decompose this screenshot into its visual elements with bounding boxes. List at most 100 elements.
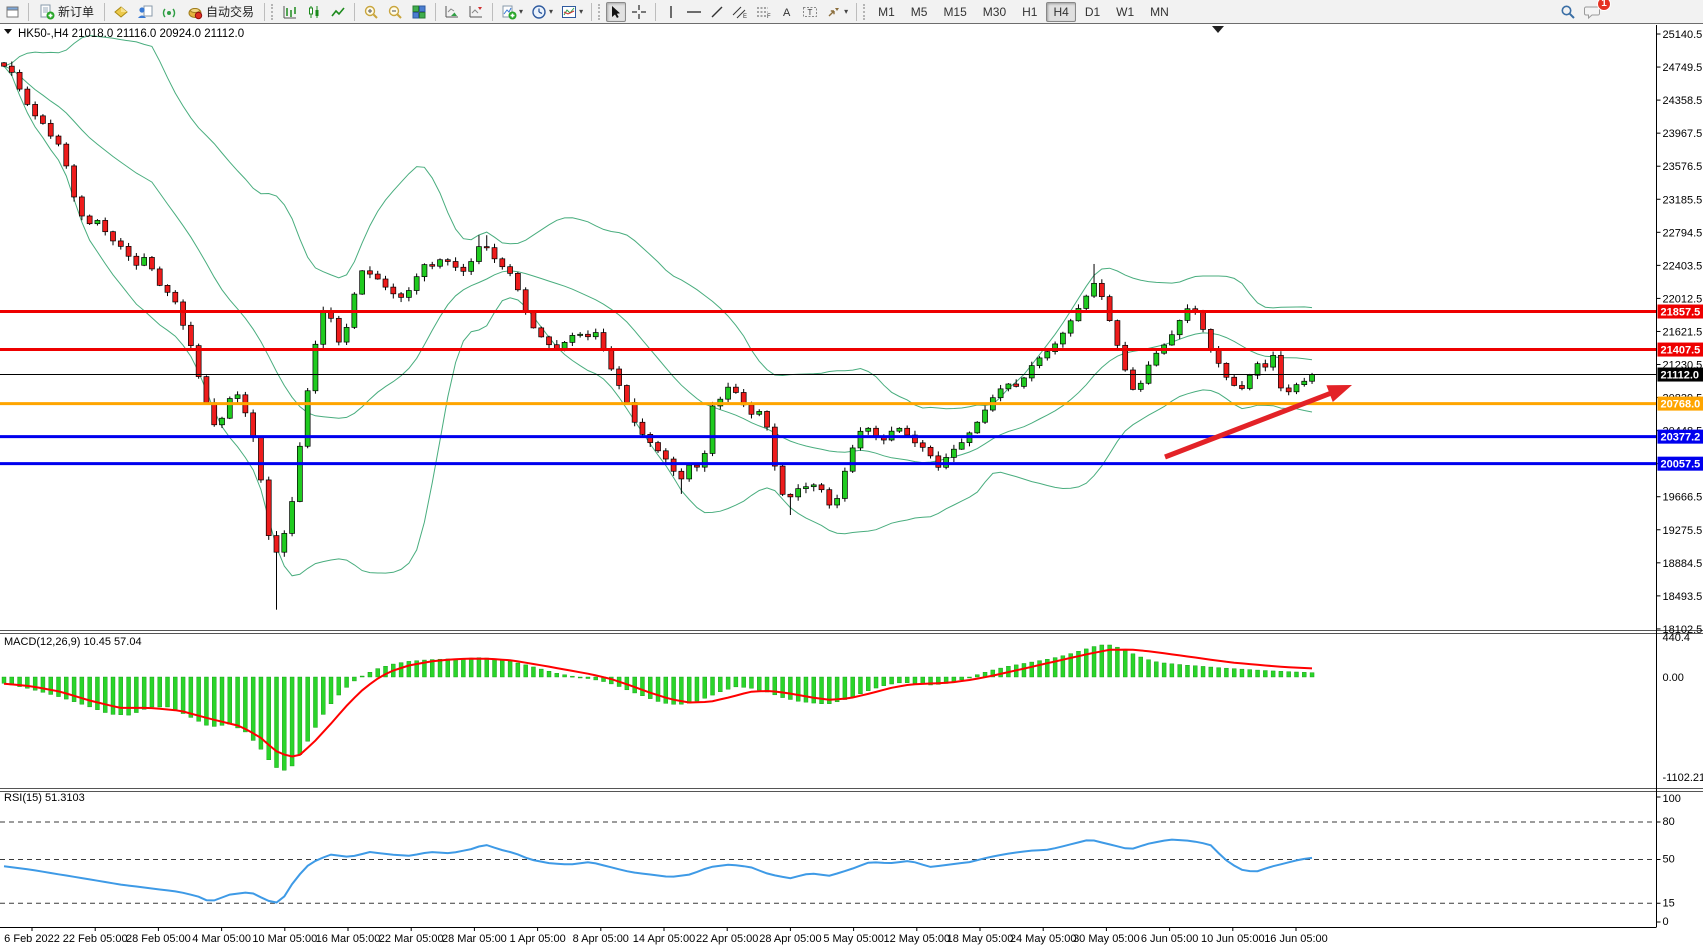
bar-chart-icon <box>283 5 297 18</box>
date-axis-label: 28 Apr 05:00 <box>759 933 821 945</box>
date-axis-label: 5 May 05:00 <box>823 933 884 945</box>
bar-chart-button[interactable] <box>279 2 301 22</box>
date-axis-label: 22 Feb 05:00 <box>63 933 128 945</box>
date-axis-label: 12 May 05:00 <box>883 933 950 945</box>
search-button[interactable] <box>1557 2 1579 22</box>
date-axis-label: 6 Jun 05:00 <box>1141 933 1199 945</box>
date-axis-label: 22 Mar 05:00 <box>379 933 444 945</box>
horizontal-line-button[interactable] <box>683 2 705 22</box>
line-chart-button[interactable] <box>327 2 349 22</box>
toolbar-grip[interactable] <box>598 3 601 20</box>
zoom-out-button[interactable] <box>384 2 406 22</box>
periods-dropdown-arrow[interactable]: ▾ <box>549 7 554 16</box>
timeframe-mn[interactable]: MN <box>1150 4 1169 19</box>
toolbar-separator <box>354 2 356 21</box>
timeframe-m1[interactable]: M1 <box>878 4 895 19</box>
window-button[interactable] <box>3 2 23 22</box>
trendline-icon <box>711 6 723 17</box>
chart-ohlc-header: HK50-,H4 21018.0 21116.0 20924.0 21112.0 <box>18 28 244 40</box>
autotrading-button[interactable]: 自动交易 <box>182 2 259 22</box>
price-axis-tick: 24749.5 <box>1663 62 1703 74</box>
toolbar-separator <box>856 2 858 21</box>
arrows-button[interactable]: ▾ <box>823 2 851 22</box>
indicators-dropdown-arrow[interactable]: ▾ <box>519 7 524 16</box>
toolbar-separator <box>28 2 29 21</box>
timeframe-m5[interactable]: M5 <box>910 4 928 19</box>
date-axis-label: 22 Apr 05:00 <box>696 933 758 945</box>
toolbar-separator <box>435 2 437 21</box>
date-axis-label: 24 May 05:00 <box>1010 933 1077 945</box>
text-label-button[interactable]: T <box>799 2 821 22</box>
price-axis-tick: 18884.5 <box>1663 558 1703 570</box>
indicators-button[interactable]: ▾ <box>498 2 526 22</box>
crosshair-button[interactable] <box>628 2 650 22</box>
level-price-tag <box>1657 456 1703 471</box>
toolbar-grip[interactable] <box>271 3 274 20</box>
svg-text:20377.2: 20377.2 <box>1661 432 1701 444</box>
timeframe-h1[interactable]: H1 <box>1022 4 1038 19</box>
price-axis-tick: 18493.5 <box>1663 591 1703 603</box>
date-axis-label: 16 Jun 05:00 <box>1264 933 1328 945</box>
price-axis-tick: 21621.5 <box>1663 326 1703 338</box>
timeframe-buttons: M1 M5 M15 M30 H1 H4 D1 W1 MN <box>870 1 1177 22</box>
price-axis-tick: 19666.5 <box>1663 492 1703 504</box>
text-button[interactable]: A <box>777 2 797 22</box>
level-price-tag <box>1657 396 1703 411</box>
timeframe-m15[interactable]: M15 <box>943 4 967 19</box>
signals-button[interactable] <box>158 2 180 22</box>
tile-windows-icon <box>412 5 426 18</box>
chat-button[interactable]: 1 <box>1581 0 1611 22</box>
fibonacci-button[interactable]: F <box>753 2 775 22</box>
trendline-button[interactable] <box>707 2 727 22</box>
toolbar-grip[interactable] <box>863 3 866 20</box>
indicators-icon <box>502 5 517 19</box>
timeframe-h4[interactable]: H4 <box>1046 1 1076 22</box>
current-price-tag <box>1657 367 1703 382</box>
price-axis-tick: 22012.5 <box>1663 293 1703 305</box>
toolbar-right-group: 1 <box>1556 0 1611 22</box>
price-axis-tick: 23967.5 <box>1663 128 1703 140</box>
tile-windows-button[interactable] <box>408 2 430 22</box>
channel-button[interactable]: E <box>729 2 751 22</box>
macd-axis-tick: 0.00 <box>1663 672 1684 684</box>
zoom-out-icon <box>388 5 402 19</box>
channel-icon: E <box>732 6 747 19</box>
line-chart-icon <box>331 6 345 16</box>
symbol-dropdown-icon[interactable] <box>4 29 12 34</box>
new-order-button[interactable]: 新订单 <box>34 2 99 22</box>
arrows-dropdown-arrow[interactable]: ▾ <box>844 7 849 16</box>
timeframe-d1[interactable]: D1 <box>1084 4 1101 19</box>
date-axis-label: 6 Feb 2022 <box>4 933 60 945</box>
trade-panel-button[interactable] <box>134 2 156 22</box>
templates-icon <box>562 5 577 18</box>
timeframe-w1[interactable]: W1 <box>1116 4 1135 19</box>
autotrading-icon <box>188 7 203 19</box>
vertical-line-button[interactable] <box>661 2 681 22</box>
periods-button[interactable]: ▾ <box>528 2 556 22</box>
svg-text:F: F <box>767 14 771 19</box>
price-axis-tick: 22794.5 <box>1663 227 1703 239</box>
shift-marker[interactable] <box>1212 26 1224 33</box>
timeframe-m30[interactable]: M30 <box>982 4 1007 19</box>
auto-scroll-button[interactable] <box>441 2 463 22</box>
templates-dropdown-arrow[interactable]: ▾ <box>579 7 584 16</box>
chart-shift-button[interactable] <box>465 2 487 22</box>
date-axis-label: 18 May 05:00 <box>947 933 1014 945</box>
text-icon: A <box>783 7 791 19</box>
rsi-axis-tick: 100 <box>1663 793 1681 805</box>
toolbar-separator <box>591 2 593 21</box>
market-watch-button[interactable] <box>110 2 132 22</box>
price-axis-tick: 23576.5 <box>1663 161 1703 173</box>
toolbar-separator <box>264 2 266 21</box>
macd-label: MACD(12,26,9) 10.45 57.04 <box>4 636 142 648</box>
price-axis-tick: 19275.5 <box>1663 525 1703 537</box>
toolbar-separator <box>104 2 106 21</box>
fibonacci-icon: F <box>757 7 771 19</box>
cursor-button[interactable] <box>606 1 627 22</box>
zoom-in-button[interactable] <box>360 2 382 22</box>
templates-button[interactable]: ▾ <box>558 2 586 22</box>
text-label-icon: T <box>803 6 818 17</box>
price-axis-tick: 23185.5 <box>1663 194 1703 206</box>
candlestick-chart-button[interactable] <box>303 2 325 22</box>
